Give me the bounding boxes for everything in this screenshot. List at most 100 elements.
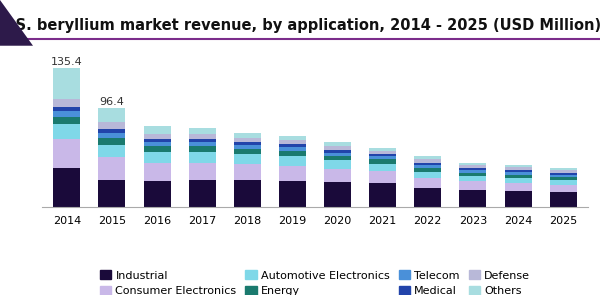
Text: 96.4: 96.4 [100,97,124,107]
Bar [414,172,442,178]
Bar [143,146,170,152]
Bar [460,163,487,165]
Text: 135.4: 135.4 [51,57,83,67]
Bar [505,191,532,206]
Bar [505,170,532,172]
Bar [98,180,125,206]
Bar [188,142,216,146]
Bar [460,190,487,206]
Bar [505,178,532,183]
Bar [53,168,80,206]
Bar [414,168,442,172]
Bar [324,156,351,160]
Bar [460,168,487,170]
Bar [234,145,261,149]
Bar [414,178,442,188]
Bar [234,138,261,142]
Bar [279,136,306,140]
Bar [53,124,80,139]
Bar [234,180,261,206]
Bar [143,152,170,163]
Bar [324,182,351,206]
Bar [188,146,216,152]
Bar [324,160,351,169]
Text: U.S. beryllium market revenue, by application, 2014 - 2025 (USD Million): U.S. beryllium market revenue, by applic… [0,18,600,32]
Bar [550,173,577,175]
Bar [98,145,125,158]
Bar [53,107,80,112]
Bar [234,163,261,180]
Bar [188,163,216,180]
Bar [550,170,577,173]
Bar [460,165,487,168]
Bar [460,173,487,176]
Bar [505,172,532,175]
Bar [188,139,216,142]
Bar [369,151,396,154]
Bar [505,167,532,170]
Bar [414,163,442,165]
Bar [279,165,306,181]
Bar [460,176,487,181]
Bar [279,181,306,206]
Bar [369,154,396,156]
Bar [98,158,125,180]
Bar [414,156,442,160]
Bar [98,129,125,133]
Bar [279,151,306,156]
Legend: Industrial, Consumer Electronics, Automotive Electronics, Energy, Telecom, Medic: Industrial, Consumer Electronics, Automo… [100,270,530,295]
Bar [279,147,306,151]
Bar [414,188,442,206]
Bar [234,154,261,163]
Bar [53,68,80,99]
Bar [143,126,170,134]
Bar [188,180,216,206]
Bar [234,133,261,138]
Bar [98,122,125,129]
Bar [53,99,80,107]
Polygon shape [0,0,33,46]
Bar [460,170,487,173]
Bar [53,112,80,117]
Bar [324,142,351,146]
Bar [550,177,577,180]
Bar [505,175,532,178]
Bar [505,183,532,191]
Bar [188,152,216,163]
Bar [550,168,577,170]
Bar [550,175,577,177]
Bar [143,139,170,142]
Bar [279,156,306,165]
Bar [324,150,351,153]
Bar [324,169,351,182]
Bar [369,171,396,183]
Bar [143,142,170,146]
Bar [324,153,351,156]
Bar [53,139,80,168]
Bar [143,181,170,206]
Bar [505,165,532,167]
Bar [550,192,577,206]
Bar [369,156,396,160]
Bar [414,160,442,163]
Bar [324,146,351,150]
Bar [414,165,442,168]
Bar [143,134,170,139]
Bar [188,134,216,139]
Bar [550,180,577,185]
Bar [369,183,396,206]
Bar [460,181,487,190]
Bar [279,144,306,147]
Bar [234,142,261,145]
Bar [369,163,396,171]
Bar [98,108,125,122]
Bar [234,149,261,154]
Bar [369,148,396,151]
Bar [98,133,125,138]
Bar [550,185,577,192]
Bar [98,138,125,145]
Bar [188,128,216,134]
Bar [53,117,80,124]
Bar [279,140,306,144]
Bar [369,160,396,163]
